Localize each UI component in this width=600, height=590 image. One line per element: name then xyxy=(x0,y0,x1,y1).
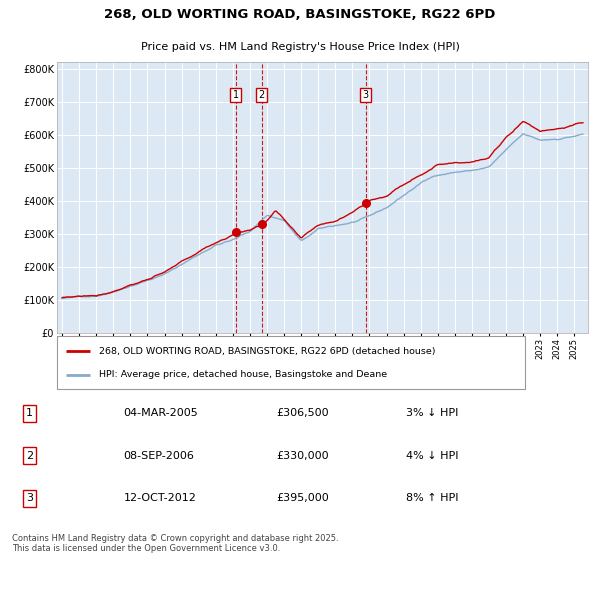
Text: 08-SEP-2006: 08-SEP-2006 xyxy=(124,451,194,461)
Text: 268, OLD WORTING ROAD, BASINGSTOKE, RG22 6PD: 268, OLD WORTING ROAD, BASINGSTOKE, RG22… xyxy=(104,8,496,21)
Text: £306,500: £306,500 xyxy=(277,408,329,418)
Text: 3% ↓ HPI: 3% ↓ HPI xyxy=(406,408,458,418)
Text: 3: 3 xyxy=(26,493,33,503)
Text: £330,000: £330,000 xyxy=(277,451,329,461)
Text: Contains HM Land Registry data © Crown copyright and database right 2025.
This d: Contains HM Land Registry data © Crown c… xyxy=(12,534,338,553)
Text: 268, OLD WORTING ROAD, BASINGSTOKE, RG22 6PD (detached house): 268, OLD WORTING ROAD, BASINGSTOKE, RG22… xyxy=(99,347,436,356)
Text: HPI: Average price, detached house, Basingstoke and Deane: HPI: Average price, detached house, Basi… xyxy=(99,370,387,379)
Text: 2: 2 xyxy=(259,90,265,100)
Text: Price paid vs. HM Land Registry's House Price Index (HPI): Price paid vs. HM Land Registry's House … xyxy=(140,42,460,52)
Text: 4% ↓ HPI: 4% ↓ HPI xyxy=(406,451,458,461)
Text: 3: 3 xyxy=(362,90,369,100)
Text: 2: 2 xyxy=(26,451,33,461)
Text: 1: 1 xyxy=(26,408,33,418)
Text: 12-OCT-2012: 12-OCT-2012 xyxy=(124,493,196,503)
Text: 1: 1 xyxy=(233,90,239,100)
Text: 8% ↑ HPI: 8% ↑ HPI xyxy=(406,493,458,503)
Text: £395,000: £395,000 xyxy=(277,493,329,503)
Text: 04-MAR-2005: 04-MAR-2005 xyxy=(124,408,199,418)
